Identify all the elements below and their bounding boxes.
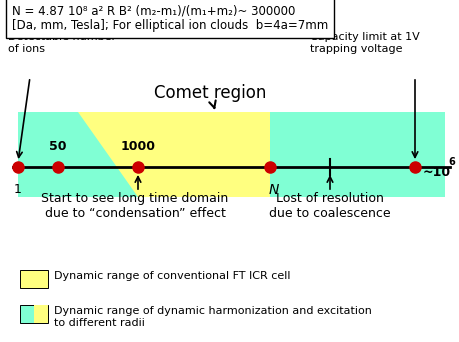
Text: 1000: 1000 (121, 140, 156, 153)
Bar (20, 305, 48, 323)
Text: ~10: ~10 (423, 166, 451, 179)
Text: Comet region: Comet region (154, 84, 266, 108)
Text: Start to see long time domain
due to “condensation” effect: Start to see long time domain due to “co… (41, 192, 229, 220)
Text: 1: 1 (14, 183, 22, 196)
Bar (20, 270, 48, 288)
Bar (34, 305, 48, 323)
Bar (18, 112, 445, 197)
Text: Capacity limit at 1V
trapping voltage: Capacity limit at 1V trapping voltage (310, 32, 420, 54)
Text: Dynamic range of dynamic harmonization and excitation
to different radii: Dynamic range of dynamic harmonization a… (54, 306, 372, 328)
Text: N: N (269, 183, 279, 197)
Text: Lost of resolution
due to coalescence: Lost of resolution due to coalescence (269, 192, 391, 220)
Text: Dynamic range of conventional FT ICR cell: Dynamic range of conventional FT ICR cel… (54, 271, 291, 281)
Text: N = 4.87 10⁸ a² R B² (m₂-m₁)/(m₁+m₂)~ 300000
[Da, mm, Tesla]; For elliptical ion: N = 4.87 10⁸ a² R B² (m₂-m₁)/(m₁+m₂)~ 30… (12, 4, 328, 32)
Text: 50: 50 (49, 140, 67, 153)
Text: 6: 6 (448, 157, 455, 167)
Polygon shape (78, 112, 270, 197)
Text: Detectable number
of ions: Detectable number of ions (8, 32, 116, 54)
